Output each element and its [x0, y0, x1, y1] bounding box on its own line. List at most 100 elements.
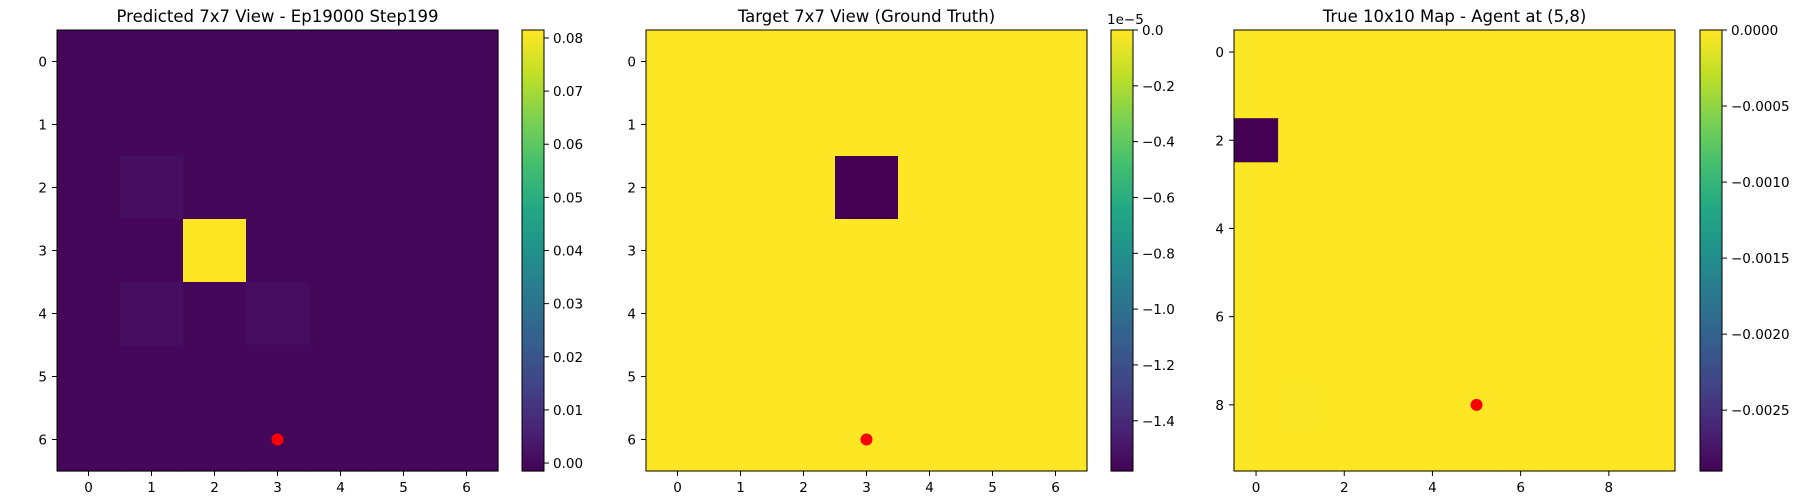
colorbar-tick-label-5: −1.0 — [1142, 302, 1175, 318]
cell-r0-c6 — [435, 30, 499, 94]
cell-r5-c0 — [57, 345, 121, 409]
cell-r6-c6 — [435, 408, 499, 472]
cell-r6-c0 — [646, 408, 710, 472]
cell-r3-c0 — [646, 219, 710, 283]
cell-r9-c6 — [1498, 426, 1544, 472]
cell-r4-c5 — [1454, 206, 1500, 252]
cell-r1-c6 — [1024, 93, 1088, 157]
colorbar-segment — [1700, 110, 1722, 116]
colorbar-segment — [522, 107, 544, 112]
y-tick-label-1: 1 — [38, 118, 47, 134]
colorbar-segment — [1111, 44, 1133, 49]
colorbar-segment — [1111, 173, 1133, 178]
colorbar-segment — [522, 360, 544, 366]
colorbar-segment — [1111, 301, 1133, 307]
cell-r5-c3 — [246, 345, 310, 409]
cell-r2-c5 — [372, 156, 436, 220]
colorbar-segment — [1111, 397, 1133, 402]
colorbar-segment — [1700, 415, 1722, 421]
colorbar-segment — [1111, 158, 1133, 163]
cell-r2-c0 — [57, 156, 121, 220]
colorbar-segment — [1111, 202, 1133, 207]
colorbar-tick-label-7: −1.4 — [1142, 414, 1175, 430]
cell-r6-c2 — [183, 408, 247, 472]
colorbar-segment — [522, 265, 544, 270]
cell-r6-c6 — [1498, 294, 1544, 340]
cell-r4-c1 — [1278, 206, 1323, 252]
cell-r3-c5 — [961, 219, 1025, 283]
colorbar-segment — [1700, 188, 1722, 193]
colorbar-segment — [522, 415, 544, 421]
colorbar-segment — [1700, 169, 1722, 174]
colorbar-segment — [1111, 188, 1133, 193]
cell-r3-c6 — [1498, 162, 1544, 207]
colorbar-segment — [1111, 463, 1133, 468]
colorbar-segment — [522, 272, 544, 277]
y-tick-label-4: 4 — [1215, 221, 1224, 237]
colorbar-segment — [1700, 459, 1722, 465]
colorbar-tick-label-7: 0.01 — [553, 403, 583, 419]
colorbar-segment — [1700, 268, 1722, 274]
cell-r3-c2 — [772, 219, 836, 283]
colorbar-segment — [1700, 48, 1722, 53]
x-tick-label-2: 2 — [799, 480, 808, 496]
cell-r0-c0 — [646, 30, 710, 94]
cell-r0-c2 — [1322, 30, 1367, 75]
cell-r4-c3 — [1366, 206, 1411, 252]
colorbar-segment — [1111, 143, 1133, 149]
colorbar-tick-label-1: 0.07 — [553, 84, 583, 100]
colorbar-tick-label-5: 0.03 — [553, 297, 583, 313]
colorbar-segment — [522, 103, 544, 108]
cell-r0-c5 — [1454, 30, 1500, 75]
colorbar-segment — [1111, 452, 1133, 457]
colorbar-segment — [1700, 96, 1722, 101]
colorbar-segment — [1700, 408, 1722, 413]
cell-r0-c3 — [246, 30, 310, 94]
colorbar-segment — [522, 371, 544, 377]
colorbar-segment — [1700, 92, 1722, 97]
cell-r9-c0 — [1234, 426, 1279, 472]
colorbar-segment — [1700, 452, 1722, 457]
colorbar-segment — [1700, 265, 1722, 270]
cell-r7-c6 — [1498, 338, 1544, 384]
cell-r3-c1 — [120, 219, 184, 283]
colorbar-segment — [1111, 125, 1133, 130]
panel-2: Target 7x7 View (Ground Truth) 0 1 2 3 4 5 6 0 1 2… — [627, 7, 1174, 496]
colorbar-segment — [522, 324, 544, 329]
cell-r5-c6 — [1024, 345, 1088, 409]
colorbar-segment — [522, 33, 544, 38]
colorbar-segment — [1700, 136, 1722, 141]
colorbar-segment — [1700, 276, 1722, 281]
colorbar-segment — [1700, 349, 1722, 354]
colorbar-segment — [522, 456, 544, 461]
colorbar-segment — [1111, 70, 1133, 75]
cell-r0-c8 — [1586, 30, 1632, 75]
cell-r6-c3 — [1366, 294, 1411, 340]
colorbar-segment — [1700, 239, 1722, 244]
colorbar-segment — [522, 290, 544, 296]
cell-r4-c5 — [961, 282, 1025, 346]
colorbar-segment — [522, 140, 544, 145]
colorbar-segment — [1700, 165, 1722, 171]
colorbar-segment — [1700, 217, 1722, 222]
colorbar-segment — [1700, 41, 1722, 46]
colorbar-segment — [1700, 33, 1722, 38]
colorbar-segment — [1700, 99, 1722, 105]
colorbar-segment — [1700, 55, 1722, 60]
colorbar-segment — [1700, 375, 1722, 380]
cell-r0-c3 — [835, 30, 899, 94]
x-tick-label-5: 5 — [988, 480, 997, 496]
cell-r5-c5 — [961, 345, 1025, 409]
colorbar-frame — [1110, 29, 1134, 472]
colorbar-segment — [1700, 419, 1722, 424]
colorbar-segment — [1700, 382, 1722, 388]
colorbar-segment — [1700, 294, 1722, 299]
colorbar-segment — [1700, 81, 1722, 86]
cell-r0-c0 — [57, 30, 121, 94]
colorbar-segment — [1111, 364, 1133, 369]
cell-r0-c1 — [120, 30, 184, 94]
colorbar-segment — [1111, 467, 1133, 472]
colorbar-segment — [1700, 66, 1722, 72]
chart-title: Predicted 7x7 View - Ep19000 Step199 — [117, 7, 439, 26]
